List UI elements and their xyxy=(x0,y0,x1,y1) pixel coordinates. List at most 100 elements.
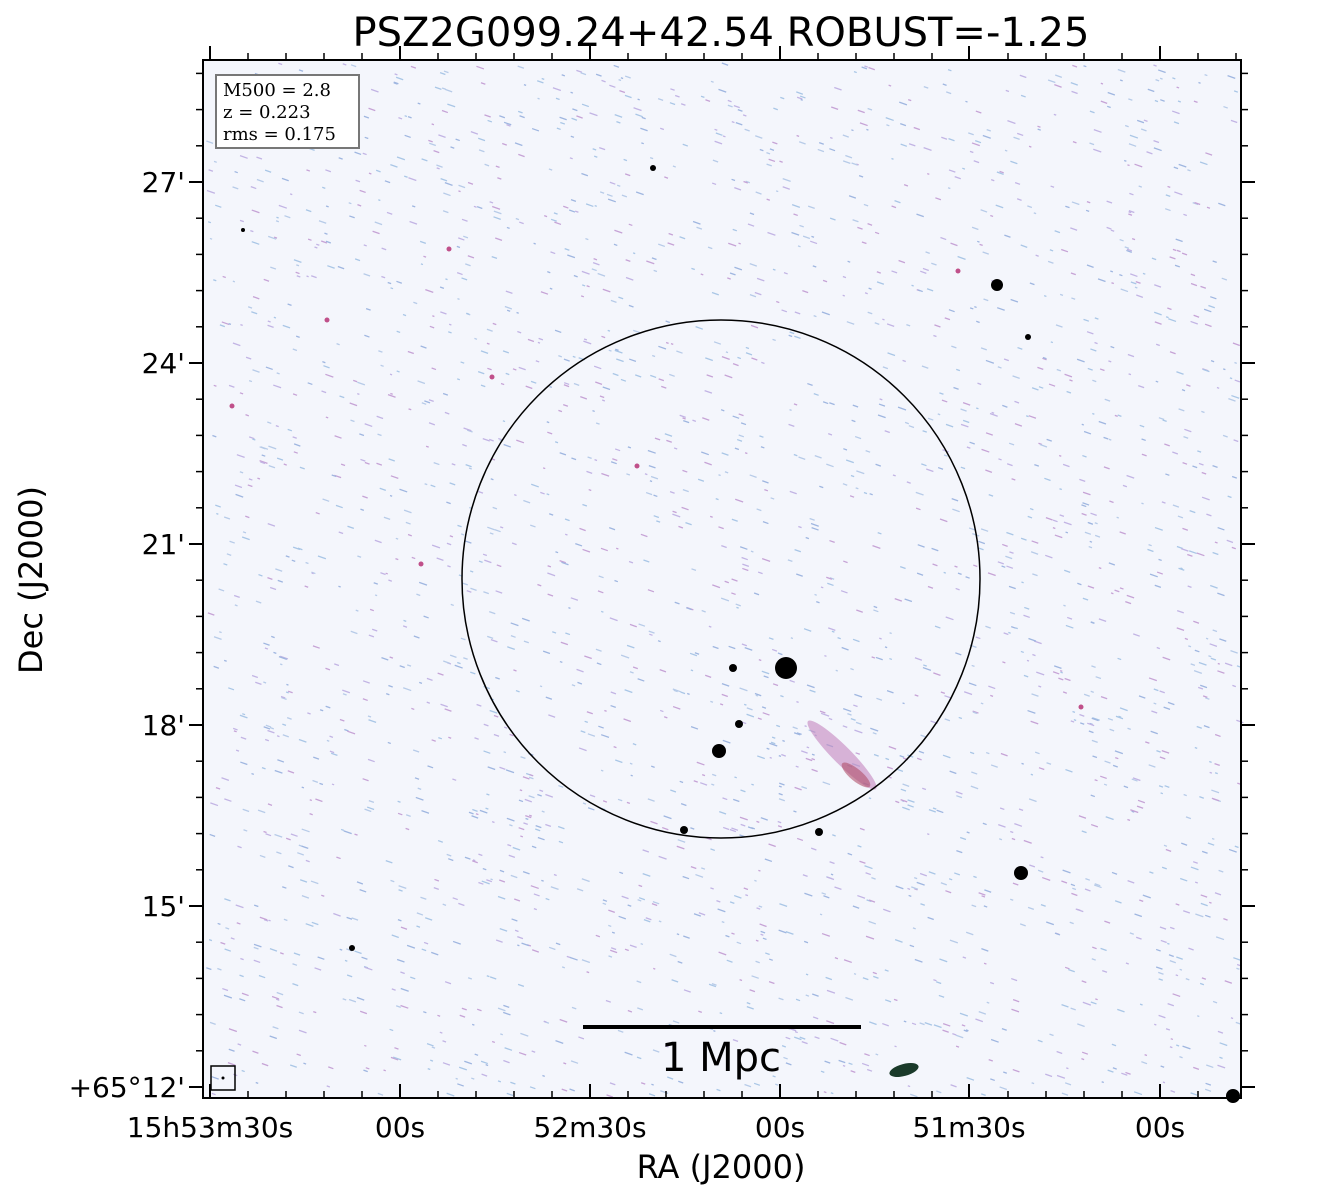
noise-streak xyxy=(727,104,733,108)
noise-streak xyxy=(1144,1054,1148,1057)
noise-streak xyxy=(569,956,578,961)
noise-streak xyxy=(799,1036,806,1040)
noise-streak xyxy=(1185,978,1190,981)
noise-streak xyxy=(734,266,743,271)
noise-streak xyxy=(888,84,892,87)
noise-streak xyxy=(762,937,767,941)
noise-streak xyxy=(1153,688,1159,692)
noise-streak xyxy=(537,97,540,100)
noise-streak xyxy=(493,714,499,718)
noise-streak xyxy=(288,865,294,869)
noise-streak xyxy=(227,1062,236,1066)
noise-streak xyxy=(1006,531,1014,536)
noise-streak xyxy=(307,712,311,715)
noise-streak xyxy=(326,739,330,742)
noise-streak xyxy=(1234,361,1237,364)
noise-streak xyxy=(523,640,530,644)
noise-streak xyxy=(738,242,741,245)
noise-streak xyxy=(1102,970,1108,973)
noise-streak xyxy=(263,830,267,834)
noise-streak xyxy=(1011,977,1018,982)
noise-streak xyxy=(397,812,403,816)
noise-streak xyxy=(794,311,801,315)
noise-streak xyxy=(248,436,255,440)
noise-streak xyxy=(856,470,865,475)
noise-streak xyxy=(673,689,678,693)
noise-streak xyxy=(1150,730,1158,735)
noise-streak xyxy=(719,810,727,815)
noise-streak xyxy=(298,69,304,72)
noise-streak xyxy=(894,597,903,602)
noise-streak xyxy=(756,508,762,512)
noise-streak xyxy=(216,512,219,515)
noise-streak xyxy=(705,357,713,362)
noise-streak xyxy=(512,846,521,851)
noise-streak xyxy=(635,374,642,378)
noise-streak xyxy=(281,696,287,701)
noise-streak xyxy=(338,531,344,535)
noise-streak xyxy=(912,927,916,930)
noise-streak xyxy=(963,691,973,696)
noise-streak xyxy=(701,451,710,456)
noise-streak xyxy=(293,259,302,263)
noise-streak xyxy=(949,939,959,944)
noise-streak xyxy=(722,797,728,801)
noise-streak xyxy=(838,1059,846,1064)
noise-streak xyxy=(981,895,986,898)
noise-streak xyxy=(866,128,869,131)
plot-frame xyxy=(202,59,1242,1099)
noise-streak xyxy=(374,221,383,226)
noise-streak xyxy=(610,947,617,951)
noise-streak xyxy=(1231,546,1237,550)
noise-streak xyxy=(864,65,868,68)
noise-streak xyxy=(855,487,859,490)
noise-streak xyxy=(384,180,391,184)
noise-streak xyxy=(267,324,274,329)
noise-streak xyxy=(645,917,652,921)
noise-streak xyxy=(830,1092,834,1095)
noise-streak xyxy=(511,542,517,546)
noise-streak xyxy=(561,561,569,566)
noise-streak xyxy=(1129,192,1134,196)
noise-streak xyxy=(511,918,518,922)
noise-streak xyxy=(646,260,655,265)
noise-streak xyxy=(1229,377,1233,380)
noise-streak xyxy=(271,995,280,1000)
noise-streak xyxy=(678,525,684,529)
noise-streak xyxy=(230,937,235,940)
noise-streak xyxy=(886,690,894,694)
noise-streak xyxy=(367,758,375,763)
noise-streak xyxy=(324,232,328,235)
noise-streak xyxy=(960,423,969,428)
noise-streak xyxy=(1043,295,1047,298)
noise-streak xyxy=(701,609,706,613)
noise-streak xyxy=(796,837,804,842)
noise-streak xyxy=(462,582,468,586)
noise-streak xyxy=(486,342,490,345)
noise-streak xyxy=(822,781,831,786)
noise-streak xyxy=(899,565,906,570)
noise-streak xyxy=(700,273,704,276)
noise-streak xyxy=(948,309,955,313)
noise-streak xyxy=(388,579,393,582)
noise-streak xyxy=(1153,147,1162,152)
noise-streak xyxy=(1013,136,1020,140)
noise-streak xyxy=(343,830,352,835)
noise-streak xyxy=(971,904,977,908)
noise-streak xyxy=(754,879,757,882)
noise-streak xyxy=(699,782,708,786)
noise-streak xyxy=(637,1007,644,1011)
noise-streak xyxy=(1178,163,1187,168)
noise-streak xyxy=(1188,645,1192,648)
noise-streak xyxy=(311,571,316,575)
noise-streak xyxy=(572,108,578,112)
noise-streak xyxy=(1174,264,1180,268)
noise-streak xyxy=(760,817,768,821)
noise-streak xyxy=(1003,358,1009,362)
noise-streak xyxy=(259,460,268,465)
noise-streak xyxy=(1164,208,1171,212)
noise-streak xyxy=(313,1011,317,1014)
noise-streak xyxy=(638,623,646,627)
faint-source xyxy=(324,317,330,323)
noise-streak xyxy=(509,824,513,827)
